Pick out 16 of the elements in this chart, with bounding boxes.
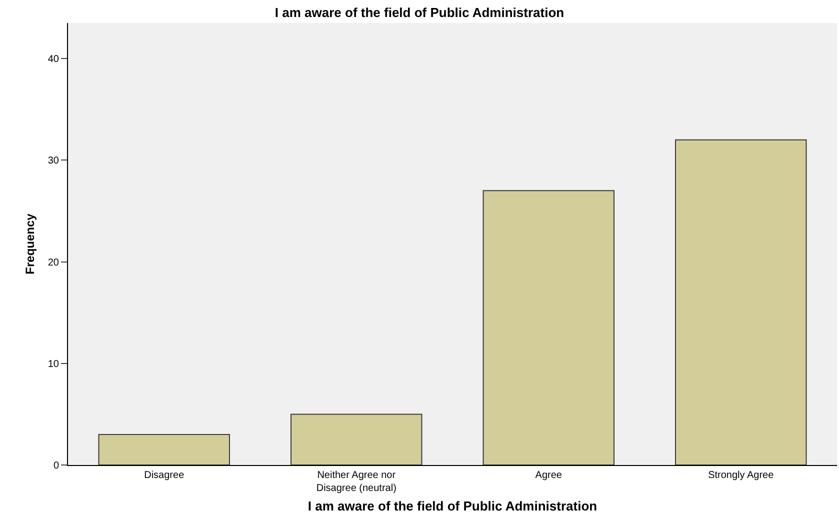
x-tick-label: Neither Agree nor Disagree (neutral)	[316, 470, 396, 494]
y-tick-label: 20	[48, 257, 60, 268]
chart-title: I am aware of the field of Public Administration	[274, 5, 564, 20]
bar	[675, 139, 807, 465]
bar	[290, 414, 422, 465]
y-tick-label: 30	[48, 156, 60, 167]
x-tick-label: Agree	[535, 470, 562, 481]
y-tick-label: 0	[53, 460, 60, 472]
x-axis-title: I am aware of the field of Public Administration	[308, 498, 598, 514]
bar	[98, 434, 230, 465]
y-tick-label: 40	[48, 54, 60, 66]
y-tick-label: 10	[48, 358, 60, 370]
bar	[482, 190, 614, 465]
x-tick-label: Strongly Agree	[708, 470, 774, 481]
x-tick-label: Disagree	[144, 470, 185, 481]
y-axis-title: Frequency	[23, 213, 38, 274]
